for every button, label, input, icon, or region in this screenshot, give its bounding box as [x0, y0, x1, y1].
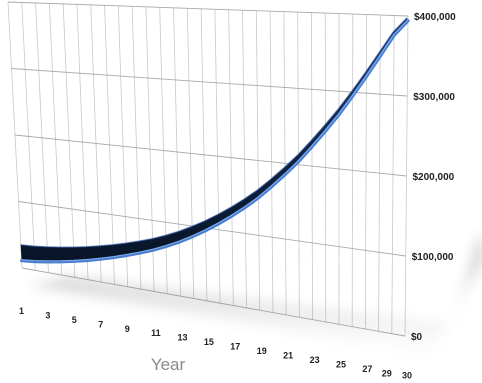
y-tick-label: $300,000: [413, 92, 455, 103]
y-tick-label: $200,000: [413, 172, 455, 183]
grid-line-horizontal: [7, 1, 409, 17]
x-axis-title: Year: [151, 355, 186, 374]
grid-line-horizontal: [14, 134, 407, 177]
x-tick-label: 25: [336, 359, 346, 369]
series-layer: [20, 17, 410, 264]
x-tick-label: 5: [72, 315, 77, 325]
series-ribbon-top-edge: [20, 17, 408, 248]
x-tick-label: 13: [178, 333, 188, 343]
line-shadow: [27, 230, 482, 354]
x-tick-label: 23: [310, 355, 320, 365]
series-shadow: [27, 230, 482, 354]
x-tick-label: 15: [204, 337, 214, 347]
x-axis-ticks: 1 3 5 7 9 11 13 15 17 19 21 23 25 27 29 30: [19, 306, 412, 381]
x-tick-label: 17: [230, 342, 240, 352]
y-tick-label: $400,000: [414, 12, 456, 23]
x-tick-label: 9: [125, 324, 130, 334]
grid-line-horizontal: [11, 68, 408, 97]
y-tick-label: $100,000: [412, 252, 454, 263]
series-line: [20, 19, 410, 264]
series-line-highlight: [21, 19, 409, 262]
x-tick-label: 27: [362, 364, 372, 374]
x-tick-label: 29: [382, 368, 392, 378]
x-tick-label: 1: [19, 306, 24, 316]
y-tick-label: $0: [411, 332, 423, 343]
x-tick-label: 21: [283, 351, 293, 361]
x-tick-label: 11: [151, 328, 161, 338]
x-tick-label: 19: [257, 346, 267, 356]
x-tick-label: 7: [98, 319, 103, 329]
x-tick-label: 3: [45, 310, 50, 320]
y-axis-ticks: $0 $100,000 $200,000 $300,000 $400,000: [411, 12, 456, 343]
x-tick-label: 30: [402, 371, 412, 381]
